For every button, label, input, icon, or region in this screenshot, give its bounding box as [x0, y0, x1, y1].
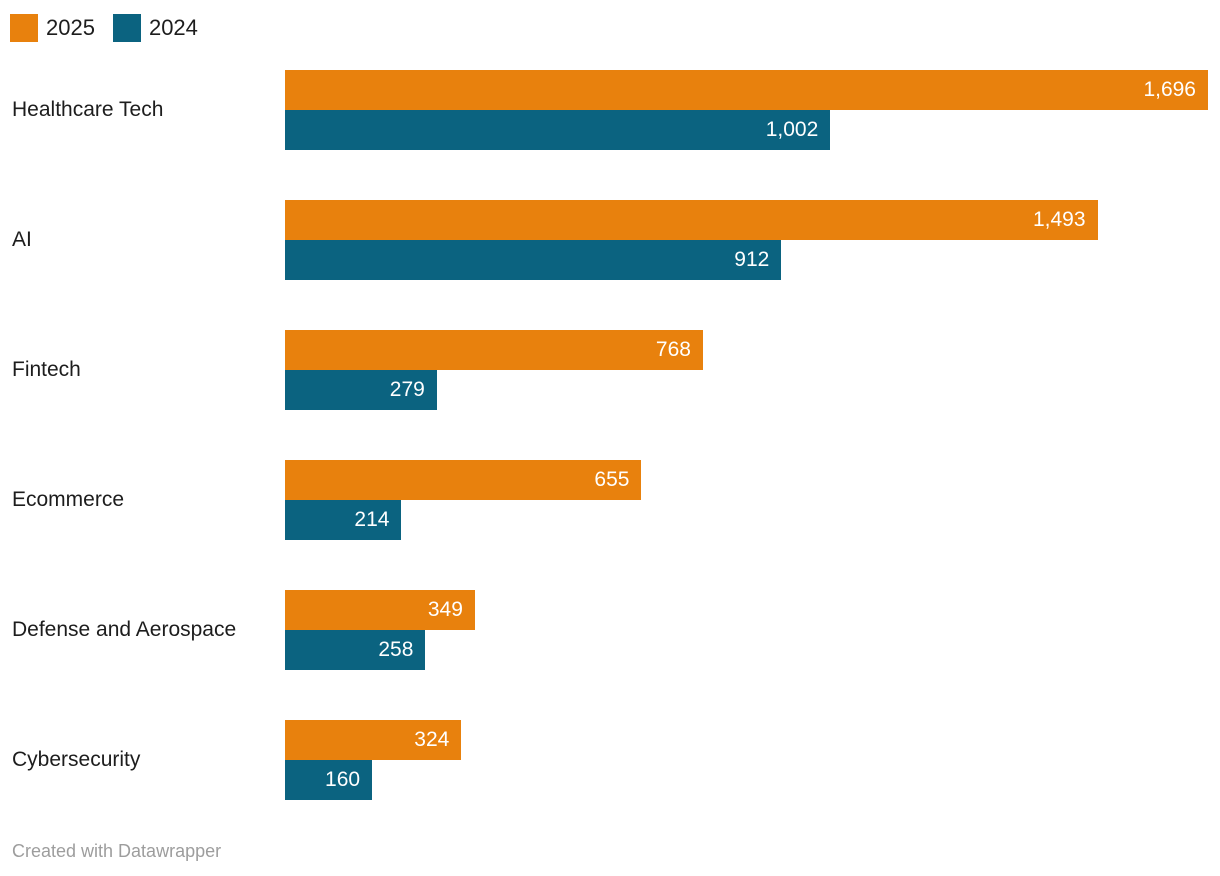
bar-value-label: 258	[378, 638, 414, 661]
bar-track: 768 279	[285, 330, 1208, 410]
bar-value-label: 1,002	[765, 118, 819, 141]
bar-value-label: 279	[389, 378, 425, 401]
bar-value-label: 1,493	[1032, 208, 1086, 231]
bar-value-label: 214	[354, 508, 390, 531]
bar-track: 1,696 1,002	[285, 70, 1208, 150]
bar-track: 1,493 912	[285, 200, 1208, 280]
bar-track: 655 214	[285, 460, 1208, 540]
category-group: Ecommerce 655 214	[0, 460, 1220, 540]
legend-item-2024: 2024	[112, 14, 198, 42]
category-label: Defense and Aerospace	[12, 618, 237, 641]
bar-2024: 258	[285, 630, 426, 670]
bar-value-label: 349	[427, 598, 463, 621]
category-label: Ecommerce	[12, 488, 125, 511]
bar-value-label: 1,696	[1143, 78, 1196, 101]
bar-2025: 768	[285, 330, 703, 370]
bar-2025: 1,696	[285, 70, 1208, 110]
category-group: Fintech 768 279	[0, 330, 1220, 410]
legend-swatch-2024	[112, 14, 141, 42]
category-group: Healthcare Tech 1,696 1,002	[0, 70, 1220, 150]
category-label: Healthcare Tech	[12, 98, 164, 121]
category-group: AI 1,493 912	[0, 200, 1220, 280]
bar-2025: 1,493	[285, 200, 1098, 240]
bar-value-label: 160	[325, 768, 361, 791]
category-label: Fintech	[12, 358, 81, 381]
bar-value-label: 768	[655, 338, 691, 361]
legend: 2025 2024	[10, 14, 198, 42]
bar-2025: 324	[285, 720, 462, 760]
bar-value-label: 324	[414, 728, 450, 751]
bar-2024: 214	[285, 500, 402, 540]
category-group: Cybersecurity 324 160	[0, 720, 1220, 800]
bar-2025: 349	[285, 590, 475, 630]
bar-2025: 655	[285, 460, 642, 500]
bar-track: 349 258	[285, 590, 1208, 670]
category-group: Defense and Aerospace 349 258	[0, 590, 1220, 670]
legend-label-2024: 2024	[148, 15, 198, 40]
category-label: Cybersecurity	[12, 748, 141, 771]
bar-2024: 160	[285, 760, 373, 800]
bar-track: 324 160	[285, 720, 1208, 800]
legend-swatch-2025	[10, 14, 38, 42]
bar-2024: 1,002	[285, 110, 831, 150]
bar-value-label: 655	[594, 468, 630, 491]
bar-value-label: 912	[734, 248, 770, 271]
bar-2024: 279	[285, 370, 437, 410]
legend-label-2025: 2025	[46, 15, 95, 40]
bar-2024: 912	[285, 240, 782, 280]
category-label: AI	[12, 228, 32, 251]
datawrapper-attribution-link[interactable]: Created with Datawrapper	[12, 841, 222, 861]
legend-item-2025: 2025	[10, 14, 95, 42]
